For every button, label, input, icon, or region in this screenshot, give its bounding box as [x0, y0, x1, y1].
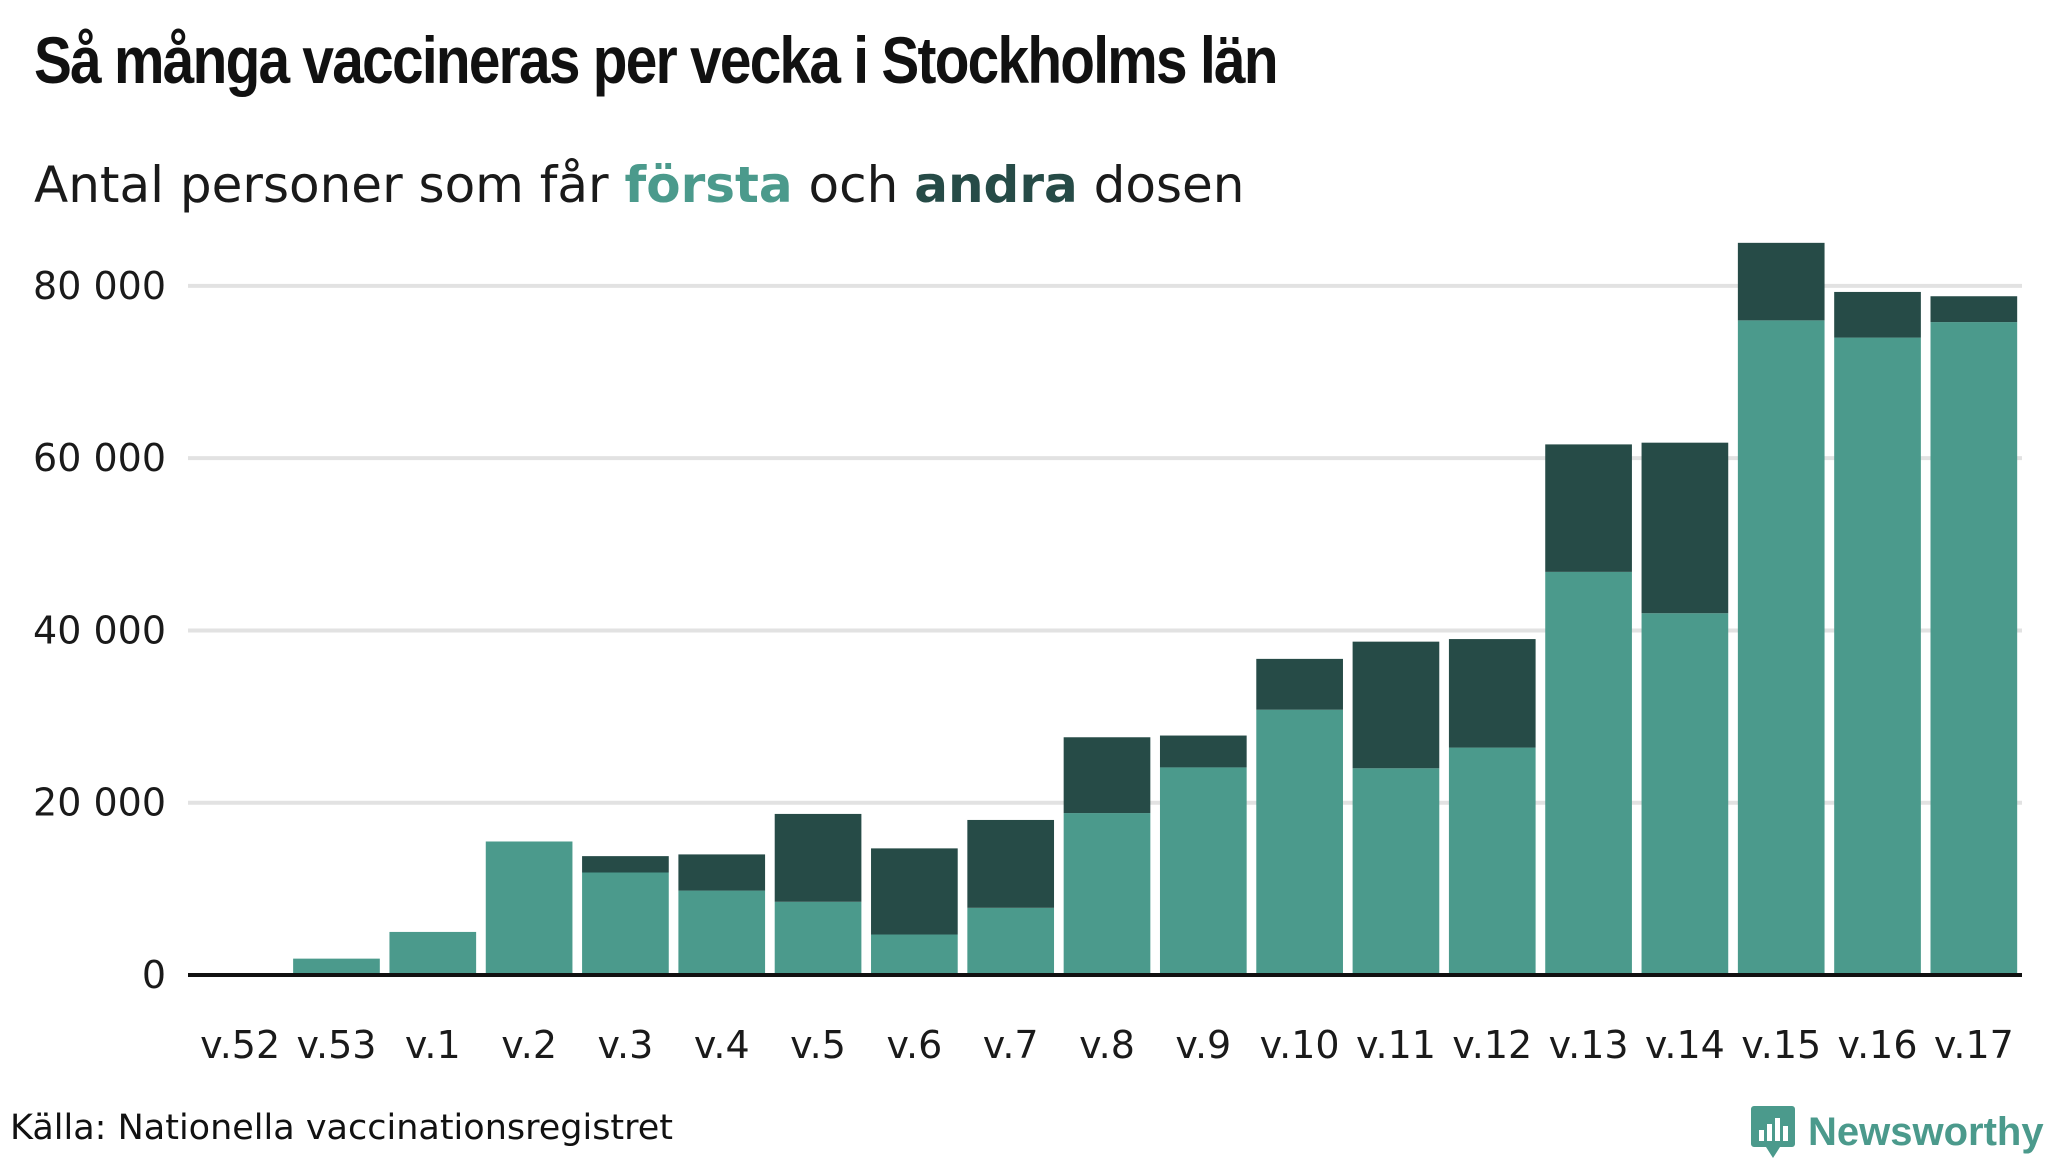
x-tick-label: v.11	[1356, 1023, 1436, 1067]
bar-first-dose	[582, 872, 669, 975]
brand-logo: Newsworthy	[1750, 1104, 2044, 1160]
bar-second-dose	[1159, 735, 1247, 768]
bar-second-dose	[1545, 444, 1632, 572]
bar-second-dose	[1063, 737, 1151, 814]
bar-first-dose	[1737, 320, 1825, 975]
y-tick-label: 20 000	[33, 781, 166, 825]
x-tick-label: v.3	[598, 1023, 654, 1067]
bar-second-dose	[1641, 442, 1729, 614]
x-tick-label: v.9	[1175, 1023, 1231, 1067]
bar-first-dose	[871, 934, 958, 975]
y-tick-label: 40 000	[33, 608, 166, 652]
bar-first-dose	[1352, 768, 1440, 975]
x-tick-label: v.17	[1934, 1023, 2014, 1067]
x-tick-label: v.10	[1260, 1023, 1340, 1067]
bar-first-dose	[1159, 767, 1247, 975]
legend-second-dose: andra	[914, 156, 1078, 214]
x-tick-label: v.52	[200, 1023, 280, 1067]
x-tick-label: v.8	[1079, 1023, 1135, 1067]
bar-first-dose	[1641, 613, 1729, 975]
bar-first-dose	[293, 958, 380, 975]
bar-first-dose	[1063, 813, 1151, 975]
bar-first-dose	[1545, 571, 1632, 975]
bar-first-dose	[485, 841, 573, 975]
bar-first-dose	[774, 901, 862, 975]
legend-first-dose: första	[624, 156, 793, 214]
bar-second-dose	[582, 856, 669, 873]
chart-subtitle: Antal personer som får första och andra …	[34, 156, 1244, 214]
x-tick-label: v.2	[501, 1023, 557, 1067]
x-tick-label: v.16	[1838, 1023, 1918, 1067]
x-tick-label: v.13	[1549, 1023, 1629, 1067]
x-tick-label: v.14	[1645, 1023, 1725, 1067]
x-tick-label: v.15	[1741, 1023, 1821, 1067]
subtitle-suffix: dosen	[1077, 156, 1245, 214]
bar-second-dose	[1352, 641, 1440, 769]
bar-first-dose	[389, 931, 477, 975]
y-tick-label: 60 000	[33, 436, 166, 480]
x-tick-label: v.12	[1452, 1023, 1532, 1067]
bar-first-dose	[1930, 322, 2018, 975]
bar-first-dose	[1834, 337, 1921, 975]
y-tick-label: 0	[142, 953, 166, 997]
bar-second-dose	[1737, 242, 1825, 321]
x-tick-label: v.6	[886, 1023, 942, 1067]
x-tick-label: v.4	[694, 1023, 750, 1067]
bar-second-dose	[1930, 296, 2018, 323]
chart-title: Så många vaccineras per vecka i Stockhol…	[34, 23, 1279, 97]
bar-second-dose	[1448, 639, 1536, 748]
x-tick-label: v.53	[296, 1023, 376, 1067]
bar-second-dose	[1256, 658, 1343, 710]
bar-second-dose	[967, 819, 1055, 908]
bar-first-dose	[967, 907, 1055, 975]
y-tick-label: 80 000	[33, 264, 166, 308]
bar-first-dose	[678, 890, 766, 975]
bar-first-dose	[1256, 709, 1343, 975]
subtitle-prefix: Antal personer som får	[34, 156, 625, 214]
x-tick-label: v.5	[790, 1023, 846, 1067]
subtitle-mid: och	[792, 156, 915, 214]
bar-second-dose	[774, 813, 862, 902]
x-tick-label: v.1	[405, 1023, 461, 1067]
bar-second-dose	[678, 854, 766, 891]
source-note: Källa: Nationella vaccinationsregistret	[10, 1108, 674, 1148]
newsworthy-logo-icon	[1751, 1106, 1795, 1158]
bar-first-dose	[1448, 747, 1536, 975]
brand-name: Newsworthy	[1808, 1109, 2044, 1154]
x-tick-label: v.7	[983, 1023, 1039, 1067]
bar-second-dose	[1834, 291, 1921, 338]
bar-second-dose	[871, 848, 958, 935]
